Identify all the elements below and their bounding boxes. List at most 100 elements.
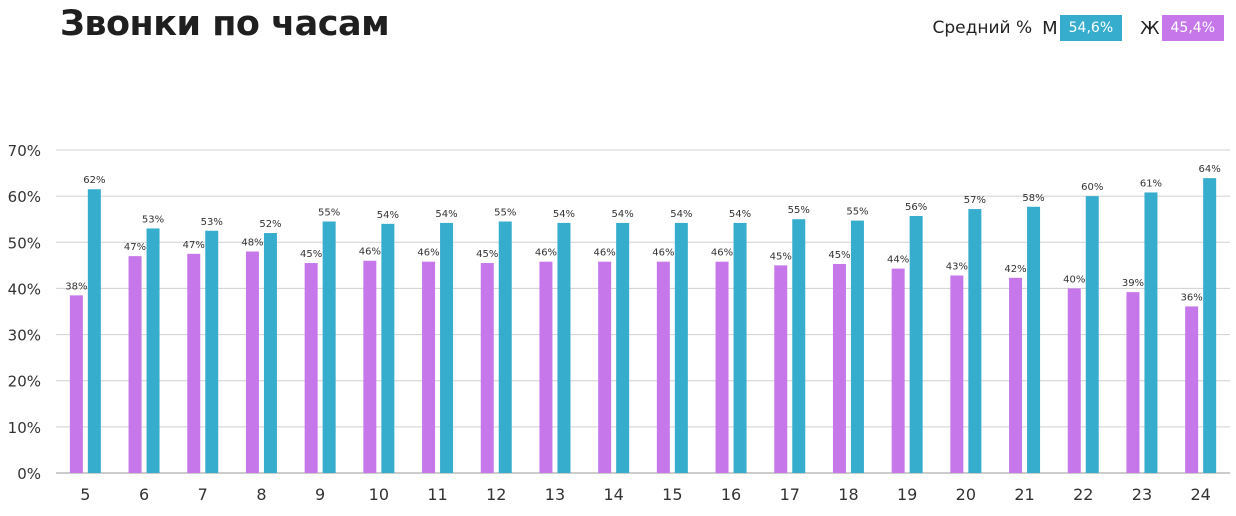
y-tick-label: 60% <box>8 188 41 206</box>
data-label: 57% <box>964 195 986 206</box>
data-label: 55% <box>494 208 516 219</box>
bar <box>1203 178 1217 473</box>
legend-female-key: Ж <box>1140 17 1160 39</box>
data-label: 62% <box>83 175 105 186</box>
x-tick-label: 8 <box>256 485 266 504</box>
data-label: 46% <box>652 248 674 259</box>
data-label: 38% <box>65 281 87 292</box>
x-tick-label: 24 <box>1190 485 1210 504</box>
legend-average-label: Средний % <box>932 18 1033 38</box>
bar <box>498 221 512 473</box>
bar <box>968 209 982 473</box>
bar <box>1126 292 1140 473</box>
x-tick-label: 12 <box>486 485 506 504</box>
bar <box>422 261 436 473</box>
data-label: 54% <box>670 209 692 220</box>
bar <box>128 256 142 473</box>
x-tick-label: 5 <box>80 485 90 504</box>
data-label: 54% <box>729 209 751 220</box>
data-label: 45% <box>828 250 850 261</box>
x-tick-label: 20 <box>956 485 976 504</box>
x-tick-label: 18 <box>838 485 858 504</box>
bar <box>539 261 553 473</box>
data-label: 53% <box>201 217 223 228</box>
data-label: 61% <box>1140 178 1162 189</box>
data-label: 53% <box>142 214 164 225</box>
x-tick-label: 16 <box>721 485 741 504</box>
x-tick-label: 13 <box>545 485 565 504</box>
data-label: 48% <box>241 238 263 249</box>
chart-title: Звонки по часам <box>60 4 390 44</box>
data-label: 46% <box>359 247 381 258</box>
bar <box>891 268 905 473</box>
data-label: 55% <box>846 207 868 218</box>
x-tick-label: 15 <box>662 485 682 504</box>
data-label: 60% <box>1081 182 1103 193</box>
bar <box>774 265 788 473</box>
legend-female-average: 45,4% <box>1161 15 1224 41</box>
data-label: 46% <box>594 248 616 259</box>
bar <box>1144 192 1158 474</box>
data-label: 44% <box>887 255 909 266</box>
data-label: 39% <box>1122 278 1144 289</box>
bar <box>381 223 395 473</box>
data-label: 58% <box>1022 193 1044 204</box>
bar <box>263 233 277 473</box>
bar <box>187 253 201 473</box>
data-label: 56% <box>905 202 927 213</box>
bar <box>363 260 377 473</box>
bar <box>733 222 747 473</box>
bar <box>656 261 670 473</box>
x-tick-label: 23 <box>1132 485 1152 504</box>
y-tick-label: 10% <box>8 419 41 437</box>
bar <box>950 275 964 473</box>
legend-male-key: М <box>1042 17 1058 39</box>
data-label: 43% <box>946 262 968 273</box>
bar <box>557 222 571 473</box>
bar <box>850 220 864 473</box>
data-label: 64% <box>1199 164 1221 175</box>
x-tick-label: 9 <box>315 485 325 504</box>
data-label: 54% <box>435 209 457 220</box>
bar <box>1185 306 1199 473</box>
y-tick-label: 30% <box>8 327 41 345</box>
data-label: 54% <box>612 209 634 220</box>
y-tick-label: 50% <box>8 234 41 252</box>
data-label: 40% <box>1063 274 1085 285</box>
data-label: 45% <box>476 249 498 260</box>
bar <box>146 228 160 473</box>
bar <box>1027 206 1041 473</box>
data-label: 54% <box>377 210 399 221</box>
y-tick-label: 70% <box>8 142 41 160</box>
data-label: 52% <box>259 219 281 230</box>
bar <box>69 295 83 473</box>
data-label: 54% <box>553 209 575 220</box>
data-label: 45% <box>300 249 322 260</box>
data-label: 47% <box>183 240 205 251</box>
y-tick-label: 0% <box>17 465 41 483</box>
data-label: 45% <box>770 251 792 262</box>
x-tick-label: 14 <box>603 485 623 504</box>
data-label: 55% <box>788 205 810 216</box>
data-label: 46% <box>535 248 557 259</box>
bar <box>322 221 336 473</box>
legend-male-average: 54,6% <box>1059 15 1123 41</box>
bar <box>87 189 101 473</box>
data-label: 46% <box>417 248 439 259</box>
bar <box>616 222 630 473</box>
x-tick-label: 22 <box>1073 485 1093 504</box>
data-label: 47% <box>124 242 146 253</box>
bar <box>480 263 494 473</box>
x-tick-label: 6 <box>139 485 149 504</box>
bar <box>598 261 612 473</box>
bar <box>245 251 259 473</box>
y-tick-label: 40% <box>8 280 41 298</box>
bar <box>909 215 923 473</box>
bar <box>832 263 846 473</box>
bar <box>715 261 729 473</box>
legend: Средний % М 54,6% Ж 45,4% <box>932 14 1224 42</box>
x-tick-label: 19 <box>897 485 917 504</box>
bar <box>1067 288 1081 473</box>
x-tick-label: 10 <box>369 485 389 504</box>
